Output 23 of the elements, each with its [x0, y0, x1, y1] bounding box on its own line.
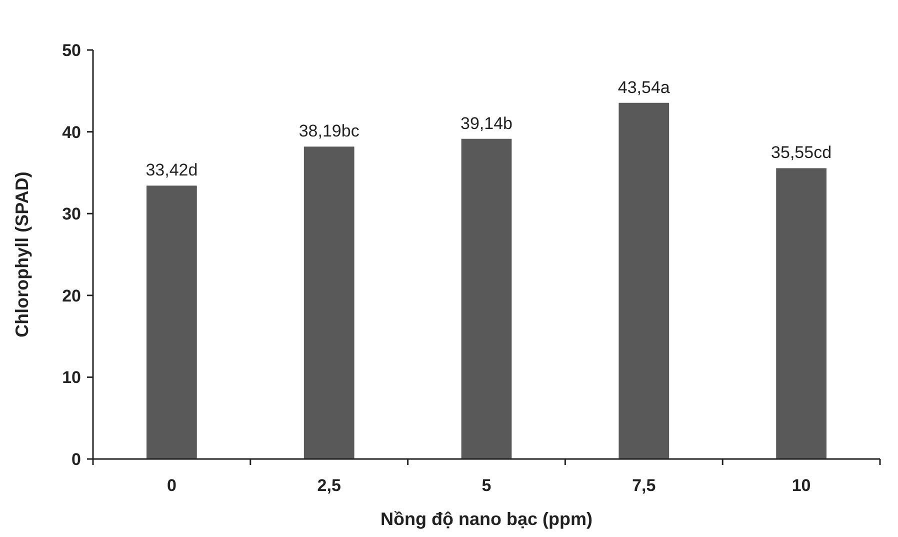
x-tick-label: 2,5 — [317, 476, 341, 495]
x-axis-title: Nồng độ nano bạc (ppm) — [380, 509, 592, 529]
data-label: 33,42d — [146, 160, 198, 180]
data-label: 43,54a — [618, 78, 670, 97]
y-axis-title: Chlorophyll (SPAD) — [12, 172, 32, 338]
y-tick-label: 50 — [62, 40, 81, 60]
y-tick-label: 0 — [72, 450, 81, 469]
y-tick-label: 40 — [62, 122, 81, 142]
x-tick-label: 7,5 — [632, 476, 656, 495]
bar — [776, 168, 826, 459]
data-label: 35,55cd — [771, 143, 832, 162]
x-tick-label: 0 — [166, 476, 176, 495]
y-tick-label: 10 — [62, 368, 81, 388]
x-tick-label: 10 — [792, 476, 811, 495]
bar — [618, 102, 670, 459]
bar — [304, 146, 354, 459]
data-label: 39,14b — [460, 114, 512, 133]
y-tick-label: 30 — [62, 204, 81, 224]
x-tick-label: 5 — [482, 476, 492, 495]
bar — [146, 186, 197, 459]
y-tick-label: 20 — [62, 286, 81, 306]
bar — [461, 138, 512, 459]
data-label: 38,19bc — [298, 122, 360, 141]
